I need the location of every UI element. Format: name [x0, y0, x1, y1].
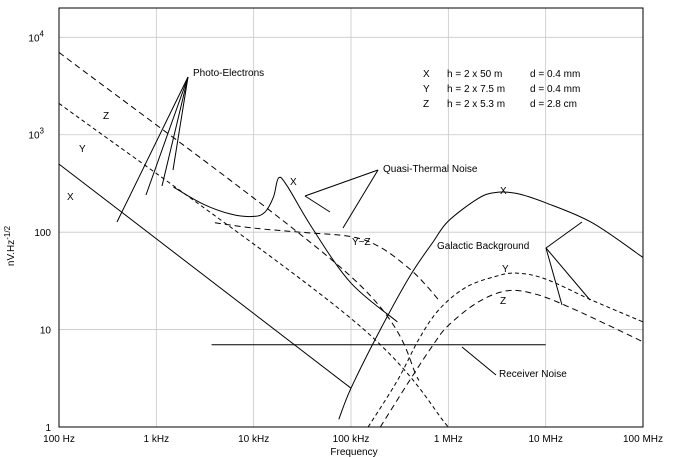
label-receiver-noise: Receiver Noise — [499, 369, 567, 380]
label-qtn-yz: Y~Z — [352, 237, 371, 248]
curve-photo-electrons-z — [58, 52, 420, 381]
leader-line — [116, 76, 189, 223]
grid — [59, 8, 643, 427]
x-tick-label: 10 kHz — [238, 434, 269, 445]
leader-line — [461, 346, 497, 376]
leader-line — [545, 247, 591, 301]
y-tick-label: 100 — [34, 228, 51, 239]
x-tick-label: 1 MHz — [434, 434, 463, 445]
plot-frame — [58, 7, 644, 428]
curve-quasi-thermal-noise-x — [173, 176, 398, 323]
x-tick-labels: 100 Hz 1 kHz 10 kHz 100 kHz 1 MHz 10 MHz 100 M… — [43, 434, 663, 445]
y-tick-label: 1 — [45, 423, 51, 434]
label-photo-electrons: Photo-Electrons — [193, 68, 264, 79]
y-tick-exponent: 4 — [40, 29, 45, 38]
leader-line — [545, 221, 583, 249]
label-gal-y: Y — [502, 264, 509, 275]
y-tick-label: 104 — [28, 29, 44, 44]
label-quasi-thermal-noise: Quasi-Thermal Noise — [383, 164, 478, 175]
x-tick-label: 100 Hz — [43, 434, 75, 445]
label-gal-x: X — [500, 186, 507, 197]
y-tick-label: 103 — [28, 127, 44, 142]
leader-line — [172, 76, 189, 171]
legend-d-x: d = 0.4 mm — [530, 69, 580, 80]
legend-d-z: d = 2.8 cm — [530, 99, 577, 110]
x-tick-label: 1 kHz — [144, 434, 170, 445]
annotation-leaders — [116, 76, 591, 376]
y-axis-label-base: nV.Hz — [6, 240, 17, 266]
x-tick-label: 100 MHz — [623, 434, 663, 445]
curve-quasi-thermal-noise-y-z — [214, 222, 440, 301]
curve-galactic-background-z — [379, 289, 644, 428]
curve-galactic-background-y — [367, 272, 644, 428]
y-axis-label-exponent: -1/2 — [3, 225, 12, 239]
curves — [58, 52, 644, 428]
x-tick-label: 10 MHz — [528, 434, 562, 445]
leader-line — [342, 169, 379, 229]
legend-h-y: h = 2 x 7.5 m — [447, 84, 505, 95]
legend-key-x: X — [423, 69, 430, 80]
legend-d-y: d = 0.4 mm — [530, 84, 580, 95]
legend-h-z: h = 2 x 5.3 m — [447, 99, 505, 110]
label-galactic-background: Galactic Background — [437, 241, 529, 252]
leader-line — [304, 169, 379, 197]
legend-h-x: h = 2 x 50 m — [447, 69, 502, 80]
y-axis-label: nV.Hz-1/2 — [3, 225, 17, 266]
legend: X h = 2 x 50 m d = 0.4 mm Y h = 2 x 7.5 … — [423, 69, 580, 110]
y-tick-exponent: 3 — [40, 127, 45, 136]
x-axis-label: Frequency — [330, 447, 377, 457]
curve-galactic-background-x — [338, 191, 644, 420]
legend-key-y: Y — [423, 84, 430, 95]
curve-photo-electrons-x — [58, 163, 352, 389]
label-gal-z: Z — [500, 296, 506, 307]
leader-line — [304, 195, 331, 213]
label-pe-y: Y — [79, 144, 86, 155]
label-pe-z: Z — [103, 111, 109, 122]
leader-line — [161, 76, 189, 187]
x-tick-label: 100 kHz — [333, 434, 370, 445]
curve-photo-electrons-y — [58, 102, 449, 428]
label-pe-x: X — [67, 192, 74, 203]
y-tick-label: 10 — [40, 326, 52, 337]
label-qtn-x: X — [290, 177, 297, 188]
leader-line — [145, 76, 189, 196]
y-tick-labels: 1 10 100 103 104 — [28, 29, 51, 434]
legend-key-z: Z — [423, 99, 429, 110]
leader-line — [545, 247, 563, 306]
